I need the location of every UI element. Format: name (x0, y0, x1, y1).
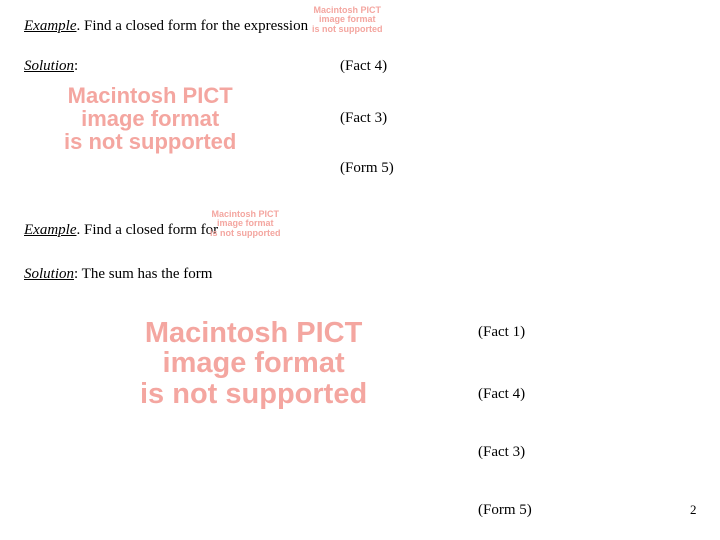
solution-1-colon: : (74, 58, 78, 74)
solution-2-text: : The sum has the form (74, 266, 212, 282)
fact-3-a: (Fact 3) (340, 110, 387, 127)
page-number: 2 (690, 502, 697, 518)
form-5-a: (Form 5) (340, 160, 394, 177)
example-1-text: . Find a closed form for the expression (76, 18, 308, 34)
solution-2-line: Solution: The sum has the form (24, 266, 212, 283)
form-5-b: (Form 5) (478, 502, 532, 519)
fact-4-b: (Fact 4) (478, 386, 525, 403)
example-2-text: . Find a closed form for (76, 222, 218, 238)
fact-1-b: (Fact 1) (478, 324, 525, 341)
fact-4-a: (Fact 4) (340, 58, 387, 75)
pict-placeholder-small-2: Macintosh PICT image format is not suppo… (210, 210, 281, 238)
example-1-label: Example (24, 18, 76, 34)
pict-placeholder-small-1: Macintosh PICT image format is not suppo… (312, 6, 383, 34)
example-1-line: Example. Find a closed form for the expr… (24, 18, 308, 35)
solution-2-label: Solution (24, 266, 74, 282)
example-2-line: Example. Find a closed form for (24, 222, 218, 239)
pict-placeholder-big-2: Macintosh PICT image format is not suppo… (140, 318, 367, 409)
solution-1-label: Solution (24, 58, 74, 74)
example-2-label: Example (24, 222, 76, 238)
pict-placeholder-big-1: Macintosh PICT image format is not suppo… (64, 84, 236, 153)
fact-3-b: (Fact 3) (478, 444, 525, 461)
solution-1-line: Solution: (24, 58, 78, 75)
